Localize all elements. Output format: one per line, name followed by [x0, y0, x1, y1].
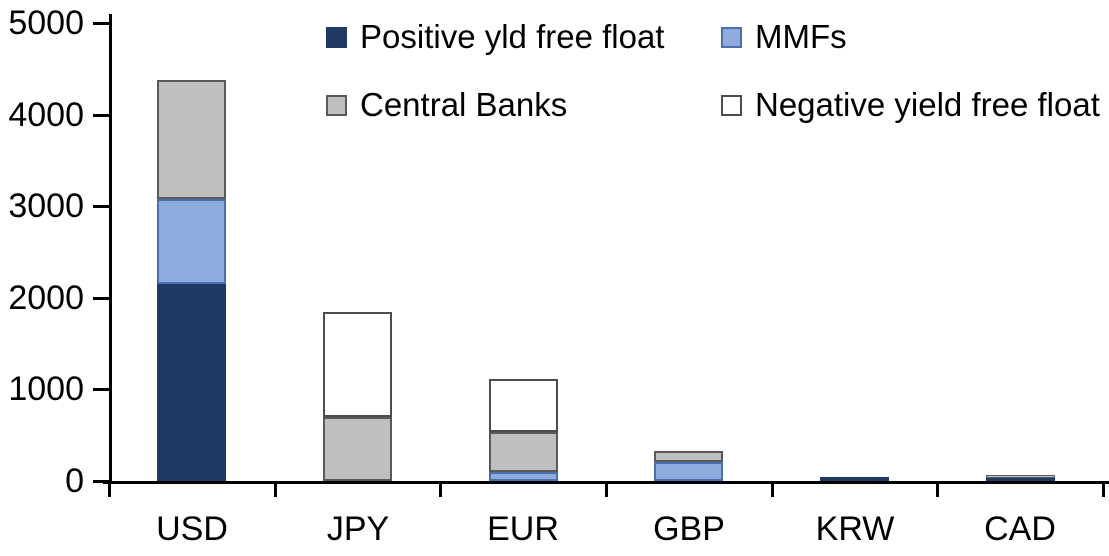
- y-tick-label: 4000: [8, 96, 84, 134]
- x-axis-line: [103, 481, 1109, 484]
- x-tick-mark: [274, 484, 277, 497]
- x-axis-label: JPY: [326, 510, 390, 548]
- legend-label: Negative yield free float: [755, 86, 1100, 123]
- bar-segment: [489, 431, 558, 472]
- bar-segment: [157, 284, 226, 481]
- x-tick-mark: [1102, 484, 1105, 497]
- bar-segment: [489, 379, 558, 432]
- y-tick-mark: [93, 297, 110, 300]
- x-tick-mark: [605, 484, 608, 497]
- y-tick-label: 2000: [8, 279, 84, 317]
- bar-segment: [654, 450, 723, 462]
- y-tick-mark: [93, 22, 110, 25]
- legend-item-central-banks: Central Banks: [326, 87, 567, 123]
- x-axis-label: KRW: [815, 510, 895, 548]
- legend-label: Positive yld free float: [360, 18, 665, 55]
- y-tick-label: 5000: [8, 4, 84, 42]
- bar-segment: [820, 476, 889, 481]
- x-axis-label: GBP: [653, 510, 725, 548]
- x-tick-mark: [771, 484, 774, 497]
- x-tick-mark: [108, 484, 111, 497]
- bar-segment: [986, 474, 1055, 479]
- legend-label: MMFs: [755, 18, 847, 55]
- bar-segment: [986, 478, 1055, 481]
- y-tick-mark: [93, 388, 110, 391]
- y-tick-mark: [93, 480, 110, 483]
- bar-segment: [157, 79, 226, 199]
- y-tick-mark: [93, 205, 110, 208]
- y-tick-label: 1000: [8, 370, 84, 408]
- bar-segment: [654, 461, 723, 481]
- bar-segment: [489, 471, 558, 481]
- bar-segment: [157, 198, 226, 285]
- y-tick-label: 3000: [8, 187, 84, 225]
- x-axis-label: EUR: [487, 510, 559, 548]
- x-tick-mark: [439, 484, 442, 497]
- legend-swatch-icon: [721, 26, 742, 48]
- x-axis-label: USD: [156, 510, 228, 548]
- legend-item-positive-yld-free-float: Positive yld free float: [326, 19, 664, 55]
- legend-swatch-icon: [326, 26, 347, 48]
- bar-segment: [323, 312, 392, 417]
- legend-swatch-icon: [326, 94, 347, 116]
- x-tick-mark: [936, 484, 939, 497]
- legend-item-mmfs: MMFs: [721, 19, 847, 55]
- y-tick-mark: [93, 114, 110, 117]
- legend-swatch-icon: [721, 94, 742, 116]
- bar-segment: [323, 416, 392, 481]
- x-axis-label: CAD: [984, 510, 1056, 548]
- legend-label: Central Banks: [360, 86, 568, 123]
- y-axis-line: [109, 14, 112, 484]
- y-tick-label: 0: [65, 462, 84, 500]
- legend-item-negative-yield-free-float: Negative yield free float: [721, 87, 1100, 123]
